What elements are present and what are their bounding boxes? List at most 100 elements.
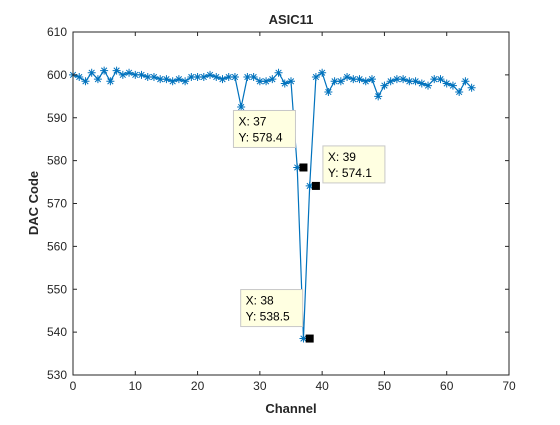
- datatip-x-label: X: 38: [246, 294, 274, 308]
- tick-labels: 0 10 20 30 40 50 60 70 530 540 550 560 570 580 590 600 6…: [47, 25, 516, 393]
- data-point: [392, 75, 401, 84]
- datatip-box: [232, 109, 296, 148]
- datatip-layer: X: 37 Y: 578.4 X: 39 Y: 574.1 X: 38 Y: 538.5: [232, 109, 386, 343]
- x-tick-label: 30: [253, 379, 267, 393]
- data-point: [287, 77, 295, 86]
- data-point: [380, 81, 389, 90]
- data-point: [168, 77, 177, 86]
- data-point: [118, 70, 127, 79]
- data-point: [106, 77, 115, 86]
- data-point: [318, 68, 327, 77]
- datatip-box: [322, 145, 386, 184]
- x-tick-label: 10: [129, 379, 143, 393]
- data-point: [311, 73, 320, 82]
- series-layer: [69, 66, 476, 343]
- data-point: [255, 77, 264, 86]
- data-point: [143, 73, 152, 82]
- y-tick-label: 550: [47, 282, 67, 296]
- y-axis-label: DAC Code: [26, 171, 41, 235]
- x-tick-label: 70: [502, 379, 516, 393]
- data-point: [305, 181, 314, 190]
- data-point: [461, 77, 470, 86]
- x-tick-label: 40: [315, 379, 329, 393]
- data-point: [405, 77, 414, 86]
- data-point: [448, 81, 457, 90]
- datatip-box: [240, 289, 304, 328]
- data-point: [361, 77, 370, 86]
- datatip-y-label: Y: 578.4: [238, 130, 282, 144]
- data-point: [411, 77, 420, 86]
- chart-title: ASIC11: [269, 12, 314, 27]
- datatip-y-label: Y: 538.5: [246, 310, 290, 324]
- data-point: [430, 75, 439, 84]
- data-point: [224, 73, 233, 82]
- data-point: [299, 334, 308, 343]
- y-tick-label: 540: [47, 325, 67, 339]
- data-point: [455, 88, 464, 97]
- data-point: [81, 77, 90, 86]
- y-tick-label: 560: [47, 239, 67, 253]
- data-point: [399, 75, 408, 84]
- data-point: [268, 75, 277, 84]
- data-point: [249, 73, 258, 82]
- y-tick-label: 590: [47, 111, 67, 125]
- y-tick-label: 610: [47, 25, 67, 39]
- y-tick-label: 530: [47, 368, 67, 382]
- data-point: [467, 83, 476, 92]
- data-point: [75, 73, 84, 82]
- data-point: [349, 75, 358, 84]
- data-point: [330, 77, 339, 86]
- data-point: [442, 79, 451, 88]
- data-point: [262, 77, 271, 86]
- x-tick-label: 60: [440, 379, 454, 393]
- data-point: [280, 79, 289, 88]
- data-point: [181, 77, 190, 86]
- data-point: [199, 73, 208, 82]
- data-point: [293, 163, 302, 172]
- datatip-marker: [311, 181, 320, 190]
- data-point: [343, 73, 352, 82]
- x-axis-label: Channel: [265, 401, 316, 416]
- datatip-x-label: X: 37: [238, 114, 266, 128]
- x-tick-label: 20: [191, 379, 205, 393]
- data-point: [125, 68, 134, 77]
- data-point: [386, 77, 395, 86]
- data-point: [187, 73, 196, 82]
- data-point: [218, 75, 227, 84]
- data-point: [274, 68, 283, 77]
- data-point: [230, 73, 239, 82]
- x-tick-label: 0: [70, 379, 77, 393]
- data-point: [193, 73, 202, 82]
- datatip-y-label: Y: 574.1: [328, 166, 372, 180]
- data-point: [112, 66, 121, 75]
- data-point: [174, 75, 183, 84]
- data-point: [149, 73, 158, 82]
- data-point: [367, 75, 376, 84]
- data-point: [436, 75, 445, 84]
- datatip-marker: [299, 163, 308, 172]
- data-point: [206, 70, 215, 79]
- data-point: [156, 75, 165, 84]
- data-point: [212, 73, 221, 82]
- data-point: [336, 77, 345, 86]
- data-point: [137, 70, 146, 79]
- data-point: [355, 75, 364, 84]
- datatip-x-label: X: 39: [328, 150, 356, 164]
- data-point: [162, 75, 171, 84]
- data-point: [417, 79, 426, 88]
- data-point: [243, 73, 252, 82]
- data-point: [93, 75, 102, 84]
- y-tick-label: 580: [47, 154, 67, 168]
- data-point: [131, 70, 140, 79]
- y-tick-label: 600: [47, 68, 67, 82]
- datatip-marker: [305, 334, 314, 343]
- data-point: [424, 81, 433, 90]
- data-point: [87, 68, 96, 77]
- data-point: [324, 88, 333, 97]
- data-point: [237, 103, 246, 112]
- axes-layer: [72, 31, 510, 376]
- x-tick-label: 50: [378, 379, 392, 393]
- data-point: [374, 92, 383, 101]
